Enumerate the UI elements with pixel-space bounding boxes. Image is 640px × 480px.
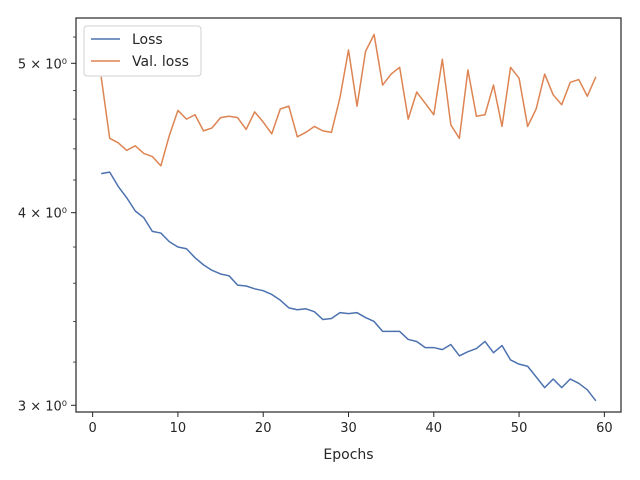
- legend-entry-1: Val. loss: [132, 54, 189, 70]
- y-tick-label: 3 × 10⁰: [18, 399, 67, 414]
- series-line-0: [101, 171, 597, 402]
- x-axis-ticks: 0 10 20 30 40 50 60: [88, 412, 613, 436]
- x-tick-label: 30: [340, 421, 357, 436]
- legend: Loss Val. loss: [83, 25, 202, 77]
- series-line-1: [100, 33, 597, 167]
- series-lines: [100, 33, 597, 402]
- x-tick-label: 40: [426, 421, 443, 436]
- legend-entry-0: Loss: [132, 32, 163, 48]
- y-axis-ticks: 3 × 10⁰ 4 × 10⁰ 5 × 10⁰: [18, 36, 76, 414]
- x-tick-label: 20: [255, 421, 272, 436]
- plot-area: [76, 18, 621, 412]
- y-tick-label: 5 × 10⁰: [18, 57, 67, 72]
- plot-frame: [75, 17, 622, 413]
- x-axis-label: Epochs: [323, 447, 373, 463]
- x-tick-label: 60: [596, 421, 613, 436]
- y-tick-label: 4 × 10⁰: [18, 207, 67, 222]
- x-tick-label: 0: [88, 421, 96, 436]
- x-tick-label: 10: [170, 421, 187, 436]
- x-tick-label: 50: [511, 421, 528, 436]
